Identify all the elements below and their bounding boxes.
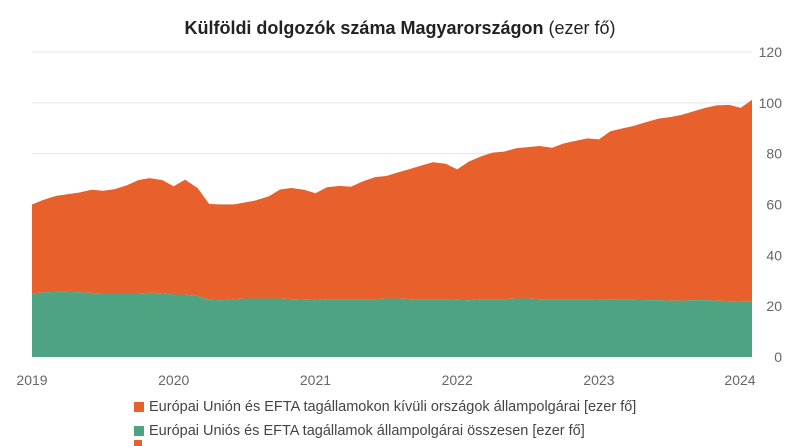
chart-areas: [32, 99, 752, 357]
y-axis: 0 20 40 60 80 100 120: [759, 44, 783, 365]
y-tick-label: 0: [774, 349, 782, 365]
legend-item-non-eu: Európai Unión és EFTA tagállamokon kívül…: [134, 395, 636, 419]
chart-title-main: Külföldi dolgozók száma Magyarországon: [184, 18, 544, 38]
x-axis: 2019 2020 2021 2022 2023 2024: [16, 372, 755, 388]
chart-title: Külföldi dolgozók száma Magyarországon (…: [0, 18, 800, 39]
x-tick-label: 2019: [16, 372, 47, 388]
chart-title-unit: (ezer fő): [548, 18, 616, 38]
y-tick-label: 120: [759, 44, 783, 60]
legend-swatch-non-eu: [134, 402, 144, 412]
x-tick-label: 2024: [724, 372, 755, 388]
area-series-eu: [32, 291, 752, 357]
legend-label-non-eu: Európai Unión és EFTA tagállamokon kívül…: [149, 399, 637, 415]
x-tick-label: 2020: [158, 372, 189, 388]
chart-legend: Európai Unión és EFTA tagállamokon kívül…: [134, 395, 636, 443]
legend-swatch-eu: [134, 426, 144, 436]
legend-cutoff-swatch: [134, 440, 142, 446]
x-tick-label: 2023: [583, 372, 614, 388]
y-tick-label: 100: [759, 95, 783, 111]
y-tick-label: 20: [766, 298, 782, 314]
y-tick-label: 80: [766, 146, 782, 162]
legend-label-eu: Európai Uniós és EFTA tagállamok állampo…: [149, 423, 585, 439]
area-series-non-eu: [32, 99, 752, 302]
x-tick-label: 2022: [442, 372, 473, 388]
y-tick-label: 40: [766, 247, 782, 263]
x-tick-label: 2021: [300, 372, 331, 388]
legend-item-eu: Európai Uniós és EFTA tagállamok állampo…: [134, 419, 636, 443]
y-tick-label: 60: [766, 197, 782, 213]
